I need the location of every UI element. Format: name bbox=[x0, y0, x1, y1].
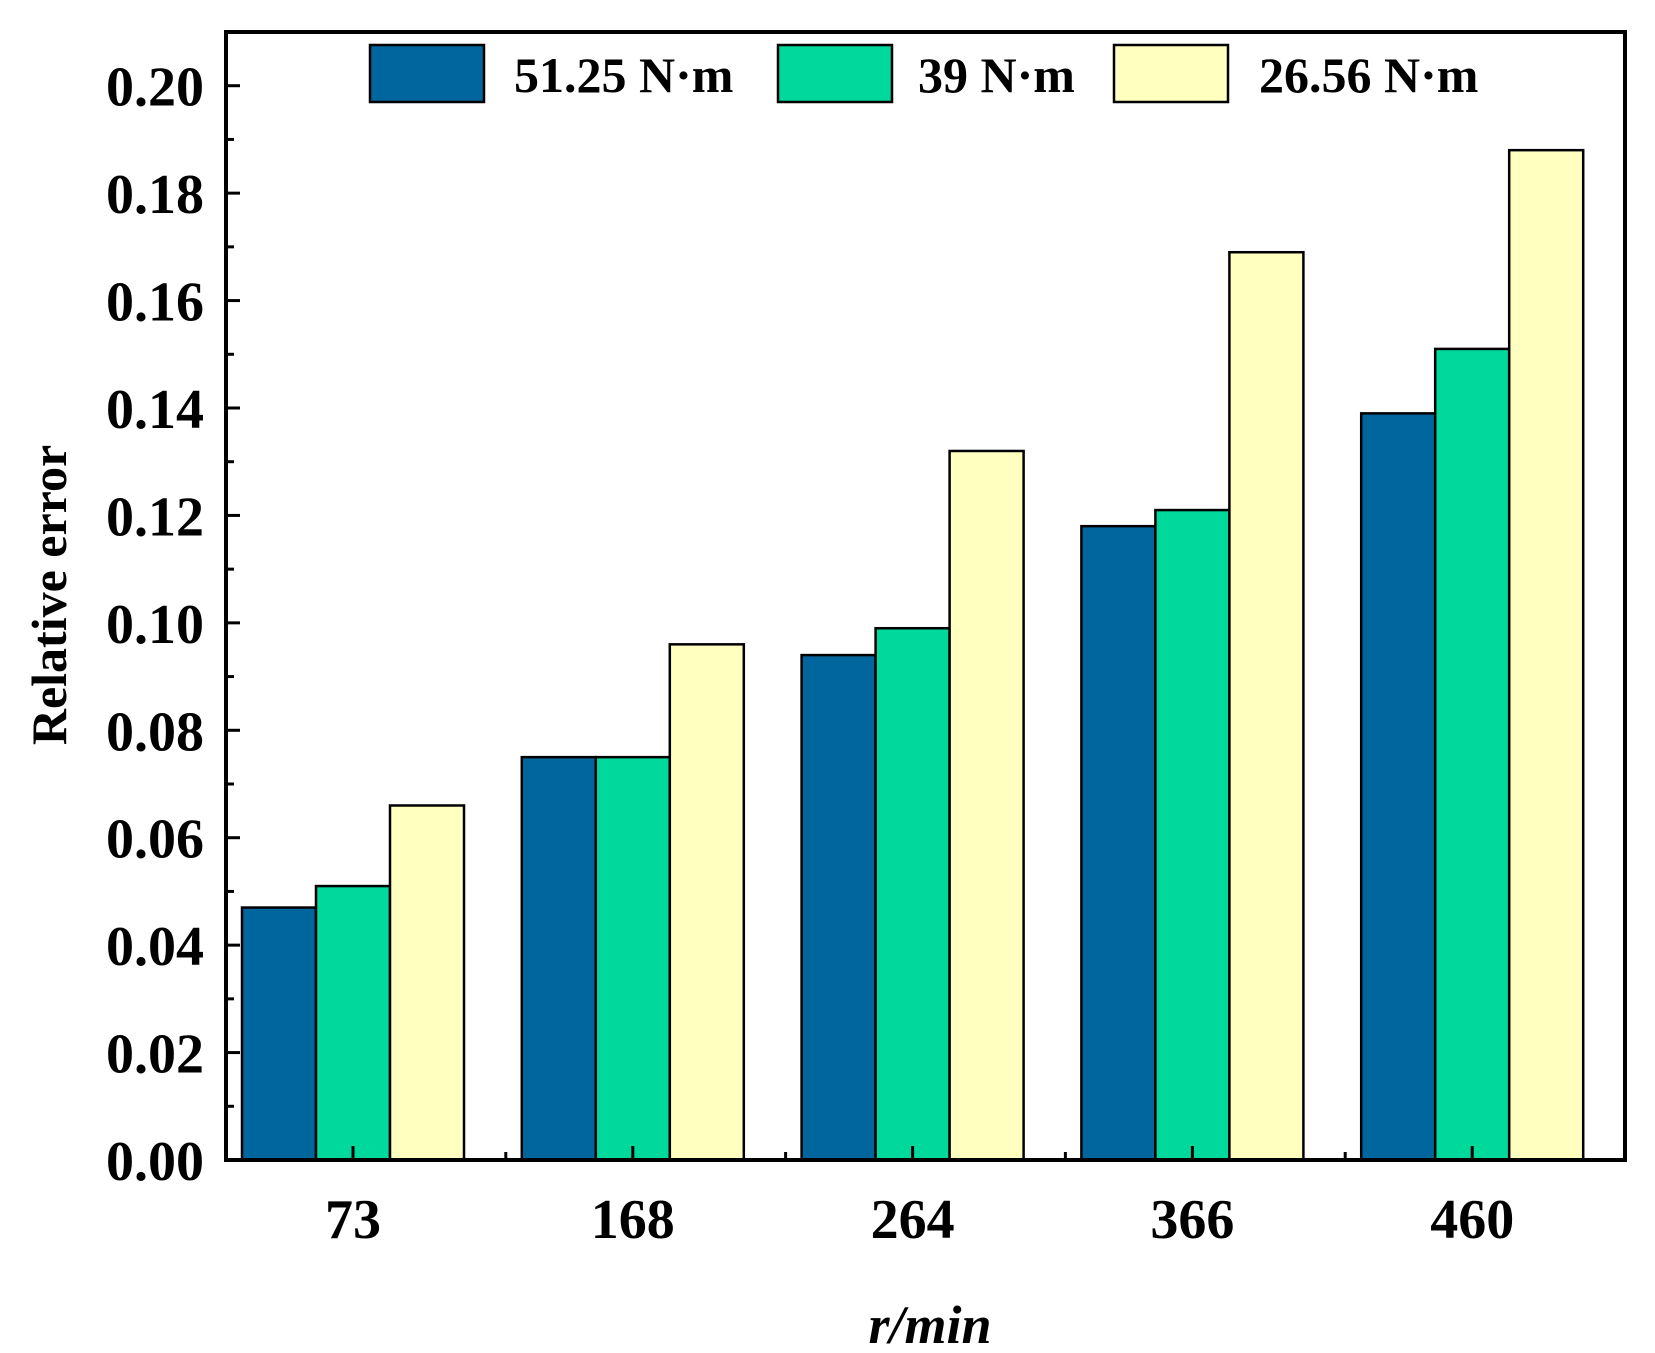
x-axis-title: r/min bbox=[868, 1295, 991, 1353]
y-tick-label: 0.04 bbox=[106, 916, 204, 978]
y-tick-label: 0.12 bbox=[106, 486, 204, 548]
bar-series-3-cat-168 bbox=[668, 643, 746, 1162]
legend-label-1: 51.25 N·m bbox=[514, 47, 733, 103]
bar-series-1-cat-168 bbox=[520, 755, 598, 1162]
bar-series-1-cat-460 bbox=[1359, 412, 1437, 1162]
bar-series-2-cat-264 bbox=[874, 626, 951, 1162]
y-tick-label: 0.20 bbox=[106, 57, 204, 119]
x-tick-label: 366 bbox=[1150, 1189, 1234, 1251]
plot-frame bbox=[224, 30, 1627, 1162]
bar-series-3-cat-366 bbox=[1228, 250, 1305, 1162]
bar-series-3-cat-460 bbox=[1507, 148, 1585, 1162]
bar-series-2-cat-460 bbox=[1433, 347, 1511, 1162]
x-tick-label: 460 bbox=[1430, 1189, 1514, 1251]
y-tick-label: 0.10 bbox=[106, 594, 204, 656]
legend: 51.25 N·m 39 N·m 26.56 N·m bbox=[368, 43, 1478, 104]
y-tick-label: 0.08 bbox=[106, 701, 204, 763]
bar-series-1-cat-264 bbox=[800, 653, 877, 1162]
bars-layer bbox=[240, 148, 1585, 1162]
bar-series-2-cat-366 bbox=[1154, 508, 1231, 1162]
bar-series-2-cat-168 bbox=[594, 755, 672, 1162]
x-tick-label: 73 bbox=[325, 1189, 381, 1251]
y-tick-label: 0.14 bbox=[106, 379, 204, 441]
y-tick-label: 0.00 bbox=[106, 1131, 204, 1193]
y-tick-label: 0.06 bbox=[106, 809, 204, 871]
bar-series-1-cat-73 bbox=[240, 906, 318, 1162]
y-axis-title: Relative error bbox=[21, 445, 77, 745]
x-axis: 73 168 264 366 460 bbox=[325, 1146, 1514, 1251]
bar-series-2-cat-73 bbox=[314, 884, 392, 1162]
legend-label-3: 26.56 N·m bbox=[1259, 47, 1478, 103]
bar-series-3-cat-73 bbox=[388, 804, 466, 1162]
y-axis: 0.00 0.02 0.04 0.06 0.08 0.10 0.12 0.14 0.16 0.18… bbox=[106, 57, 240, 1193]
x-tick-label: 264 bbox=[871, 1189, 955, 1251]
y-tick-label: 0.18 bbox=[106, 164, 204, 226]
legend-swatch-3 bbox=[1112, 43, 1230, 104]
legend-swatch-2 bbox=[776, 43, 894, 104]
y-tick-label: 0.02 bbox=[106, 1024, 204, 1086]
y-tick-label: 0.16 bbox=[106, 272, 204, 334]
bar-series-1-cat-366 bbox=[1080, 524, 1157, 1162]
legend-swatch-1 bbox=[368, 43, 486, 104]
bar-series-3-cat-264 bbox=[948, 449, 1025, 1162]
x-tick-label: 168 bbox=[591, 1189, 675, 1251]
legend-label-2: 39 N·m bbox=[918, 47, 1075, 103]
